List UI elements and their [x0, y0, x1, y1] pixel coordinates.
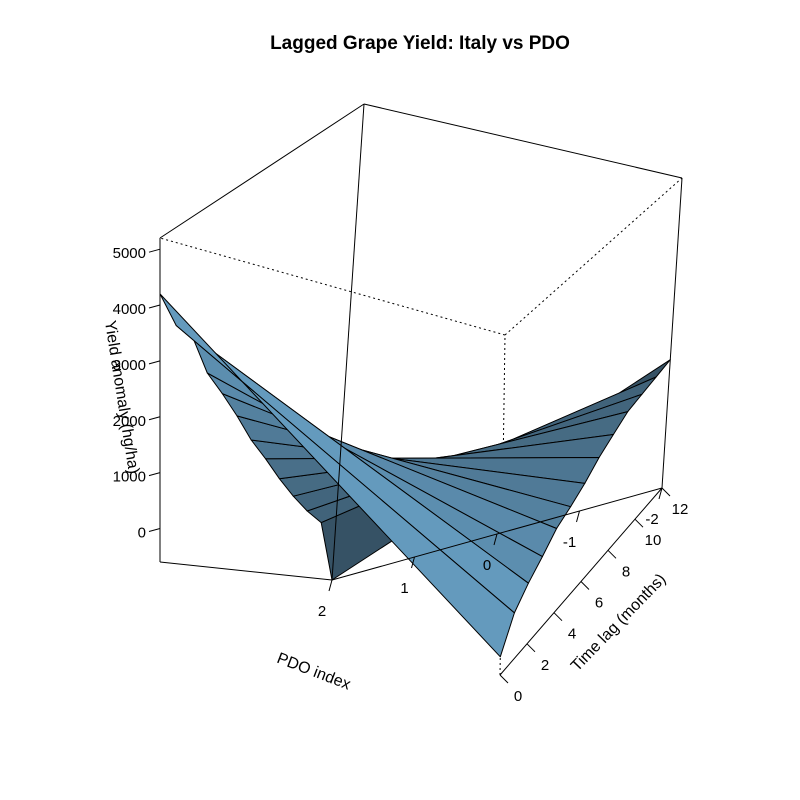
y-tick-label: 6 — [595, 595, 603, 612]
y-tick-6 — [661, 487, 671, 497]
box-edge-4 — [363, 103, 683, 179]
z-tick-4 — [148, 304, 161, 309]
z-tick-label: 3000 — [113, 357, 146, 374]
box-edge-2 — [661, 177, 683, 489]
x-tick-label: -2 — [645, 511, 658, 528]
x-tick-label: -1 — [563, 534, 576, 551]
x-tick-3 — [411, 556, 415, 569]
z-tick-3 — [148, 360, 161, 365]
box-edge-1 — [331, 103, 365, 581]
z-tick-2 — [148, 416, 161, 421]
surface-mesh — [159, 293, 671, 658]
box-edge-hidden-2 — [159, 237, 506, 336]
z-tick-1 — [148, 472, 161, 477]
y-tick-3 — [580, 581, 590, 590]
surface-facet-0 — [159, 293, 515, 658]
z-tick-label: 2000 — [113, 413, 146, 430]
x-tick-2 — [493, 533, 498, 546]
y-tick-label: 2 — [541, 657, 549, 674]
z-tick-0 — [148, 528, 161, 532]
z-tick-5 — [148, 248, 161, 253]
x-tick-0 — [658, 487, 663, 500]
x-tick-label: 1 — [400, 580, 408, 597]
z-tick-label: 5000 — [113, 245, 146, 262]
y-tick-4 — [607, 549, 617, 559]
z-tick-label: 4000 — [113, 301, 146, 318]
z-tick-label: 1000 — [113, 469, 146, 486]
y-tick-label: 0 — [514, 688, 522, 705]
x-tick-label: 0 — [483, 557, 491, 574]
y-tick-label: 4 — [568, 626, 576, 643]
y-tick-0 — [499, 674, 509, 684]
chart-title: Lagged Grape Yield: Italy vs PDO — [270, 33, 570, 54]
x-tick-4 — [328, 579, 333, 592]
y-tick-5 — [634, 518, 644, 528]
y-tick-1 — [526, 643, 536, 653]
x-axis-title: PDO index — [274, 650, 352, 694]
z-tick-label: 0 — [138, 524, 146, 541]
box-edge-hidden-1 — [504, 177, 683, 336]
y-axis-title: Time lag (months) — [568, 571, 669, 675]
z-axis-title: Yield anomaly (hg/ha) — [101, 319, 142, 475]
x-tick-label: 2 — [318, 603, 326, 620]
y-tick-label: 10 — [645, 532, 662, 549]
x-tick-1 — [576, 510, 580, 523]
y-tick-label: 12 — [672, 501, 689, 518]
y-tick-label: 8 — [622, 563, 630, 580]
box-edge-3 — [159, 103, 365, 239]
y-tick-2 — [553, 612, 563, 622]
box-edge-5 — [159, 561, 333, 581]
